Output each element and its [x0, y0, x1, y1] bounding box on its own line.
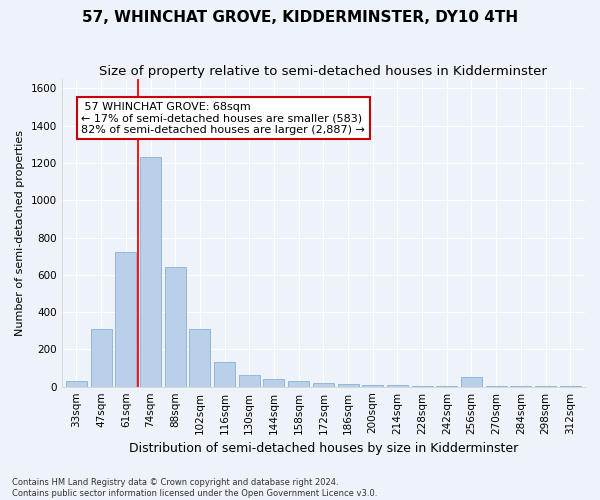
Bar [214, 362, 235, 386]
Bar [313, 383, 334, 386]
Bar [165, 268, 186, 386]
Bar [338, 384, 359, 386]
Text: 57, WHINCHAT GROVE, KIDDERMINSTER, DY10 4TH: 57, WHINCHAT GROVE, KIDDERMINSTER, DY10 … [82, 10, 518, 25]
Bar [362, 385, 383, 386]
Y-axis label: Number of semi-detached properties: Number of semi-detached properties [15, 130, 25, 336]
Bar [66, 381, 87, 386]
Text: 57 WHINCHAT GROVE: 68sqm
← 17% of semi-detached houses are smaller (583)
82% of : 57 WHINCHAT GROVE: 68sqm ← 17% of semi-d… [82, 102, 365, 134]
Bar [263, 379, 284, 386]
Title: Size of property relative to semi-detached houses in Kidderminster: Size of property relative to semi-detach… [100, 65, 547, 78]
Bar [239, 376, 260, 386]
Bar [140, 158, 161, 386]
Text: Contains HM Land Registry data © Crown copyright and database right 2024.
Contai: Contains HM Land Registry data © Crown c… [12, 478, 377, 498]
Bar [91, 329, 112, 386]
Bar [461, 378, 482, 386]
Bar [288, 381, 309, 386]
Bar [387, 385, 408, 386]
Bar [190, 329, 211, 386]
X-axis label: Distribution of semi-detached houses by size in Kidderminster: Distribution of semi-detached houses by … [129, 442, 518, 455]
Bar [115, 252, 136, 386]
